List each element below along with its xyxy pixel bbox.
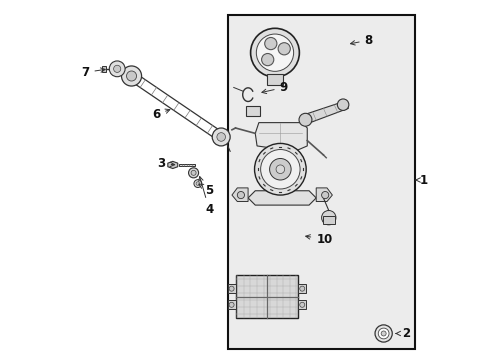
- Polygon shape: [231, 188, 247, 202]
- Circle shape: [194, 180, 202, 188]
- Bar: [266, 74, 282, 85]
- Text: 3: 3: [157, 157, 174, 170]
- Text: 7: 7: [81, 66, 105, 79]
- Circle shape: [237, 192, 244, 199]
- Circle shape: [228, 302, 234, 307]
- Polygon shape: [167, 161, 177, 168]
- Circle shape: [278, 43, 290, 55]
- Circle shape: [374, 325, 391, 342]
- Bar: [298, 284, 305, 293]
- Circle shape: [264, 37, 276, 50]
- Circle shape: [191, 170, 196, 175]
- Circle shape: [321, 192, 328, 199]
- Circle shape: [380, 331, 386, 336]
- Circle shape: [298, 113, 311, 126]
- Text: 6: 6: [152, 108, 169, 121]
- Circle shape: [188, 168, 198, 178]
- Text: 1: 1: [415, 174, 427, 186]
- Circle shape: [250, 28, 299, 77]
- Circle shape: [260, 149, 300, 189]
- Circle shape: [121, 66, 142, 86]
- Bar: [227, 300, 235, 309]
- Text: 2: 2: [395, 327, 409, 340]
- Circle shape: [299, 286, 304, 291]
- Circle shape: [337, 99, 348, 111]
- Circle shape: [269, 158, 290, 180]
- Bar: [178, 163, 194, 166]
- Circle shape: [299, 302, 304, 307]
- Circle shape: [212, 128, 230, 146]
- Text: 5: 5: [199, 184, 213, 197]
- Text: 8: 8: [350, 33, 372, 47]
- Bar: [228, 15, 414, 348]
- Text: 4: 4: [198, 176, 213, 216]
- Circle shape: [109, 61, 125, 77]
- Bar: [102, 66, 106, 72]
- Circle shape: [321, 211, 335, 225]
- Circle shape: [196, 182, 199, 185]
- Text: 9: 9: [262, 81, 287, 94]
- Bar: [246, 106, 260, 116]
- Bar: [235, 275, 298, 318]
- Polygon shape: [316, 188, 332, 202]
- Text: 10: 10: [305, 233, 332, 246]
- Circle shape: [217, 133, 225, 141]
- Bar: [298, 300, 305, 309]
- Bar: [322, 216, 335, 224]
- Circle shape: [228, 286, 234, 291]
- Circle shape: [261, 54, 273, 66]
- Circle shape: [378, 328, 388, 339]
- Bar: [227, 284, 235, 293]
- Polygon shape: [247, 191, 316, 205]
- Circle shape: [113, 65, 121, 72]
- Polygon shape: [301, 101, 348, 125]
- Circle shape: [126, 71, 136, 81]
- Circle shape: [256, 34, 293, 71]
- Polygon shape: [255, 123, 306, 151]
- Circle shape: [254, 143, 305, 195]
- Circle shape: [276, 165, 284, 174]
